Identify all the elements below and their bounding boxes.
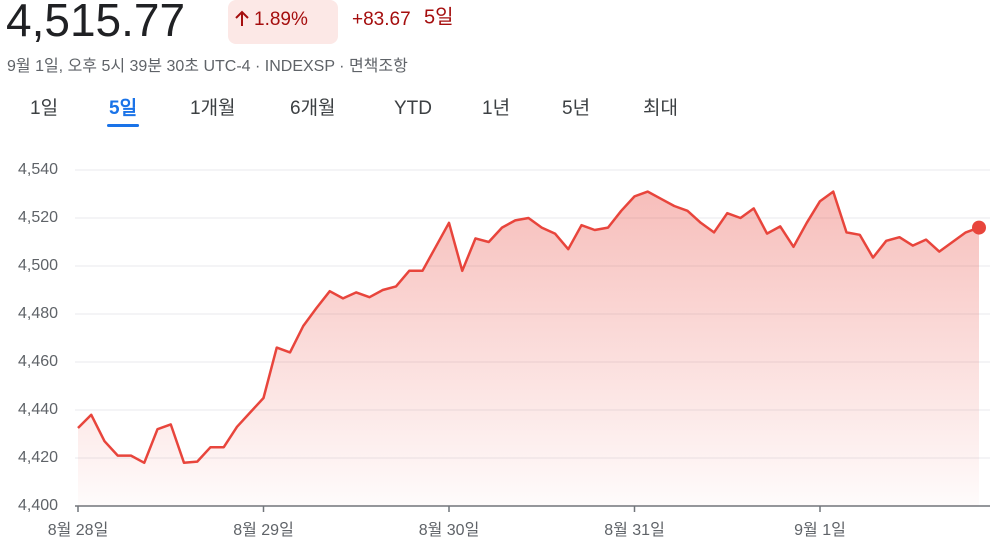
subtitle: 9월 1일, 오후 5시 39분 30초 UTC-4 · INDEXSP · 면… — [7, 57, 408, 75]
y-tick-label: 4,520 — [18, 209, 58, 226]
tab[interactable]: 5년 — [562, 97, 590, 119]
x-tick-label: 9월 1일 — [794, 521, 846, 539]
x-tick-label: 8월 31일 — [604, 521, 665, 539]
area — [78, 191, 979, 506]
tab[interactable]: YTD — [394, 98, 432, 119]
y-tick-label: 4,500 — [18, 257, 58, 274]
y-tick-label: 4,460 — [18, 353, 58, 370]
tab[interactable]: 1년 — [482, 97, 510, 119]
change-value: +83.67 — [352, 9, 411, 30]
up-arrow — [235, 10, 249, 26]
price: 4,515.77 — [6, 0, 185, 46]
y-tick-label: 4,400 — [18, 497, 58, 514]
plot: 4,400 4,420 4,440 4,460 4,480 4,500 4,520 4,540… — [18, 161, 990, 539]
x-tick-label: 8월 30일 — [419, 521, 480, 539]
last-point — [972, 220, 986, 235]
y-tick-label: 4,420 — [18, 449, 58, 466]
tab-underline — [107, 124, 140, 127]
tab[interactable]: 5일 — [109, 97, 137, 119]
x-tick-label: 8월 29일 — [233, 521, 294, 539]
x-tick-label: 8월 28일 — [48, 521, 109, 539]
line — [77, 190, 980, 465]
change-period: 5일 — [424, 5, 454, 28]
y-tick-label: 4,480 — [18, 305, 58, 322]
change-percent: 1.89% — [254, 9, 308, 30]
tab[interactable]: 1개월 — [190, 97, 236, 119]
tabs: 1일 5일 1개월 6개월 YTD 1년 5년 최대 — [30, 97, 678, 127]
tab[interactable]: 6개월 — [290, 97, 336, 119]
y-tick-label: 4,440 — [18, 401, 58, 418]
tab[interactable]: 1일 — [30, 97, 58, 119]
y-tick-label: 4,540 — [18, 161, 58, 178]
change-pill — [228, 0, 338, 44]
tab[interactable]: 최대 — [643, 97, 678, 119]
